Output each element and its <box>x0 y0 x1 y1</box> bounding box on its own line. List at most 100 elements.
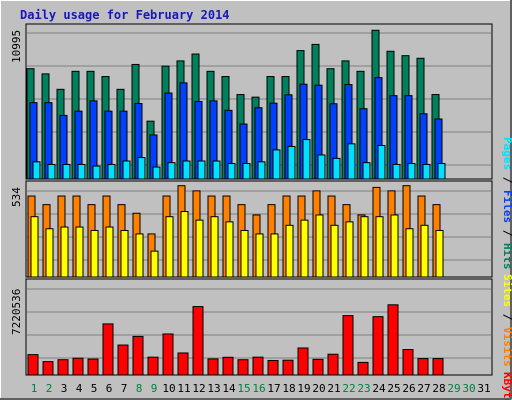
kbytes-bar-day-8 <box>132 335 144 376</box>
chart-title: Daily usage for February 2014 <box>20 8 230 22</box>
pages-bar-day-11 <box>182 160 191 180</box>
legend-visits: Visits <box>501 327 512 367</box>
kbytes-bar-day-9 <box>147 356 159 376</box>
kbytes-bar-day-22 <box>342 315 354 376</box>
kbytes-bar-day-20 <box>312 358 324 376</box>
kbytes-bar-day-17 <box>267 359 279 376</box>
legend-sites: Sites <box>501 274 512 307</box>
sites-bar-day-2 <box>45 228 54 278</box>
pages-bar-day-28 <box>437 162 446 180</box>
sites-bar-day-12 <box>195 219 204 278</box>
kbytes-bar-day-10 <box>162 333 174 376</box>
day-label-18: 18 <box>282 382 295 395</box>
kbytes-legend: KBytes <box>501 372 512 400</box>
pages-bar-day-12 <box>197 160 206 180</box>
kbytes-bar-day-1 <box>27 354 39 376</box>
pages-bar-day-17 <box>272 149 281 180</box>
day-label-25: 25 <box>387 382 400 395</box>
kbytes-bar-day-25 <box>387 304 399 376</box>
sites-bar-day-3 <box>60 226 69 278</box>
kbytes-bar-day-21 <box>327 353 339 376</box>
sites-bar-day-26 <box>405 228 414 278</box>
sites-bar-day-11 <box>180 211 189 278</box>
sites-bar-day-7 <box>120 229 129 278</box>
pages-bar-day-22 <box>347 143 356 180</box>
pages-bar-day-25 <box>392 163 401 180</box>
sites-bar-day-6 <box>105 226 114 278</box>
day-labels: 1 2 3 4 5 6 7 8 9 10 11 12 13 14 15 16 17 18 19 20 21 22 23 24 2… <box>31 382 491 395</box>
legend-separator: / <box>501 223 512 243</box>
sites-bar-day-1 <box>30 216 39 278</box>
sites-bar-day-24 <box>375 216 384 278</box>
pages-bar-day-15 <box>242 162 251 180</box>
day-label-5: 5 <box>91 382 98 395</box>
pages-bar-day-8 <box>137 157 146 180</box>
legend-pages: Pages <box>501 137 512 170</box>
day-label-31: 31 <box>477 382 490 395</box>
day-label-11: 11 <box>177 382 190 395</box>
kbytes-bar-day-11 <box>177 352 189 376</box>
pages-bar-day-7 <box>122 160 131 180</box>
day-label-14: 14 <box>222 382 236 395</box>
day-label-13: 13 <box>207 382 220 395</box>
legend-separator: / <box>501 170 512 190</box>
kbytes-ymax-label: 7220536 <box>10 289 23 335</box>
day-label-30: 30 <box>462 382 475 395</box>
bars <box>26 29 446 376</box>
pages-bar-day-4 <box>77 163 86 180</box>
kbytes-bar-day-24 <box>372 316 384 376</box>
kbytes-bar-day-7 <box>117 344 129 376</box>
sites-bar-day-20 <box>315 214 324 278</box>
hits-files-pages-legend: Pages / Files / Hits <box>501 137 512 270</box>
day-label-4: 4 <box>76 382 83 395</box>
day-label-28: 28 <box>432 382 445 395</box>
legend-files: Files <box>501 190 512 223</box>
visits-ymax-label: 534 <box>10 187 23 207</box>
pages-bar-day-27 <box>422 163 431 180</box>
kbytes-bar-day-4 <box>72 357 84 376</box>
kbytes-bar-day-27 <box>417 358 429 376</box>
pages-bar-day-5 <box>92 165 101 180</box>
sites-bar-day-16 <box>255 233 264 278</box>
day-label-2: 2 <box>46 382 53 395</box>
day-label-19: 19 <box>297 382 310 395</box>
sites-bar-day-19 <box>300 219 309 278</box>
sites-bar-day-13 <box>210 216 219 278</box>
pages-bar-day-9 <box>152 166 161 180</box>
pages-bar-day-1 <box>32 161 41 180</box>
sites-bar-day-27 <box>420 224 429 278</box>
legend-hits: Hits <box>501 243 512 270</box>
day-label-12: 12 <box>192 382 205 395</box>
pages-bar-day-13 <box>212 160 221 180</box>
day-label-21: 21 <box>327 382 340 395</box>
pages-bar-day-14 <box>227 162 236 180</box>
pages-bar-day-21 <box>332 157 341 180</box>
sites-bar-day-14 <box>225 221 234 278</box>
kbytes-bar-day-14 <box>222 356 234 376</box>
pages-bar-day-23 <box>362 162 371 180</box>
visits-sites-legend: Sites / Visits <box>501 274 512 367</box>
sites-bar-day-18 <box>285 224 294 278</box>
pages-bar-day-26 <box>407 162 416 180</box>
sites-bar-day-22 <box>345 221 354 278</box>
day-label-17: 17 <box>267 382 280 395</box>
day-label-10: 10 <box>162 382 175 395</box>
day-label-29: 29 <box>447 382 460 395</box>
kbytes-bar-day-6 <box>102 323 114 376</box>
pages-bar-day-6 <box>107 163 116 180</box>
sites-bar-day-15 <box>240 229 249 278</box>
day-label-15: 15 <box>237 382 250 395</box>
kbytes-bar-day-13 <box>207 358 219 376</box>
pages-bar-day-18 <box>287 145 296 180</box>
day-label-6: 6 <box>106 382 113 395</box>
pages-bar-day-16 <box>257 161 266 180</box>
day-label-8: 8 <box>136 382 143 395</box>
day-label-16: 16 <box>252 382 265 395</box>
kbytes-bar-day-23 <box>357 361 369 376</box>
day-label-1: 1 <box>31 382 38 395</box>
kbytes-bar-day-5 <box>87 358 99 376</box>
kbytes-bar-day-2 <box>42 361 54 376</box>
sites-bar-day-21 <box>330 224 339 278</box>
